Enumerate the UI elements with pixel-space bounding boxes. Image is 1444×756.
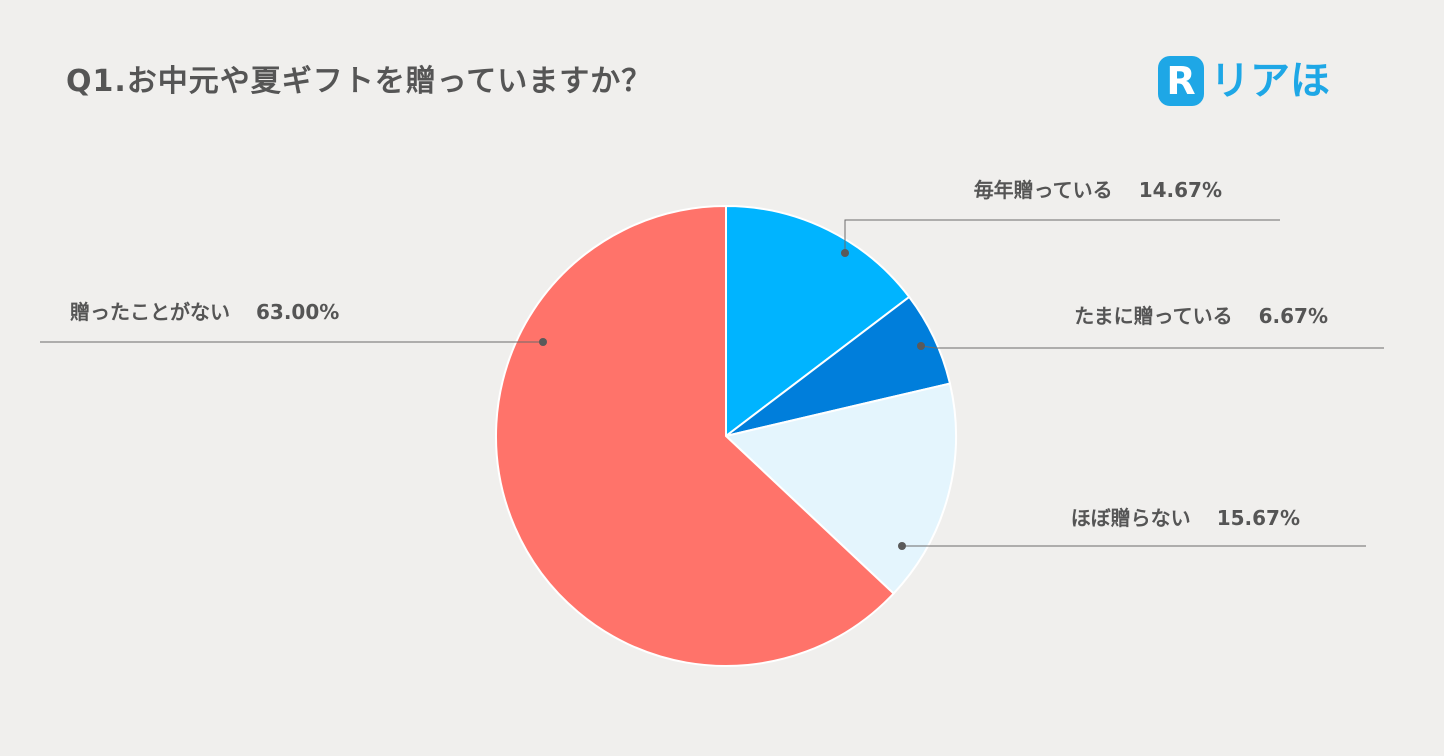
- slice-label-1: 毎年贈っている 14.67%: [974, 178, 1222, 202]
- slice-label-text: 贈ったことがない: [70, 300, 230, 324]
- leader-line-1: [844, 219, 1280, 253]
- slice-label-2: たまに贈っている 6.67%: [1074, 304, 1328, 328]
- pie-slice-1: [725, 204, 911, 439]
- brand-logo: R リアほ: [1158, 56, 1330, 106]
- pie-slice-3: [723, 382, 957, 595]
- slice-value-text: 14.67%: [1139, 178, 1222, 202]
- leader-line-2: [920, 345, 1384, 349]
- slice-label-text: たまに贈っている: [1074, 304, 1232, 328]
- pie-slices: [494, 204, 957, 667]
- slice-value-text: 63.00%: [256, 300, 339, 324]
- slice-label-3: ほぼ贈らない 15.67%: [1071, 506, 1300, 530]
- slice-value-text: 6.67%: [1259, 304, 1328, 328]
- slice-value-text: 15.67%: [1217, 506, 1300, 530]
- leader-dot-2: [917, 342, 925, 350]
- pie-labels: 毎年贈っている 14.67% たまに贈っている 6.67% ほぼ贈らない 15.67% 贈っ…: [70, 178, 1328, 530]
- slice-label-text: 毎年贈っている: [974, 178, 1113, 202]
- leader-dot-1: [841, 249, 849, 257]
- leader-dot-4: [539, 338, 547, 346]
- pie-leader-lines: [40, 219, 1384, 550]
- leader-dot-3: [898, 542, 906, 550]
- logo-r-icon: R: [1158, 56, 1204, 106]
- slice-label-4: 贈ったことがない 63.00%: [70, 300, 339, 324]
- slice-label-text: ほぼ贈らない: [1071, 506, 1191, 530]
- logo-text: リアほ: [1210, 58, 1330, 104]
- chart-title: Q1.お中元や夏ギフトを贈っていますか？: [66, 64, 653, 99]
- pie-slice-4: [494, 204, 896, 667]
